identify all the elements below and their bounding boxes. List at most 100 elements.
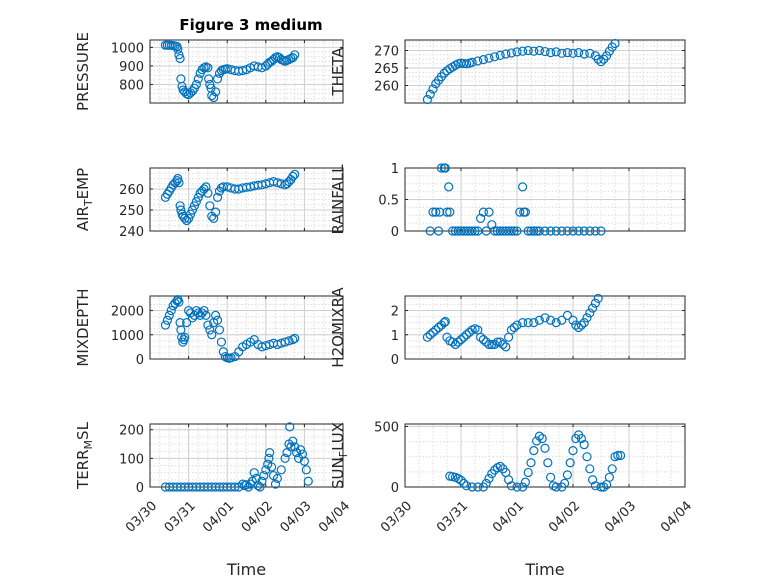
data-point [551, 482, 561, 492]
data-point [490, 52, 500, 62]
data-point [509, 226, 519, 236]
data-point [576, 433, 587, 444]
x-axis-label: Time [226, 560, 266, 579]
data-point [299, 456, 309, 466]
data-point [453, 337, 463, 347]
data-point [478, 335, 488, 345]
data-point [201, 182, 211, 192]
data-point [459, 332, 469, 342]
y-tick-label: 0 [136, 481, 144, 496]
y-tick-label: 1000 [111, 41, 144, 56]
data-point [440, 316, 450, 327]
data-point [568, 446, 578, 456]
data-point [203, 63, 213, 73]
y-axis-label-main: THETA [329, 47, 347, 97]
x-tick-label: 04/01 [490, 499, 527, 536]
data-point [288, 53, 298, 63]
data-point [540, 443, 550, 453]
data-point [579, 226, 589, 236]
data-point [428, 327, 438, 337]
data-point [596, 482, 606, 492]
axes-box [149, 39, 344, 104]
y-axis-label-subscript: T [82, 199, 95, 207]
data-point [593, 293, 603, 304]
data-point [272, 473, 282, 484]
y-axis-label-suffix: EMP [74, 168, 92, 199]
data-point [184, 213, 194, 223]
data-point [211, 87, 221, 97]
data-point [473, 56, 483, 66]
y-tick-label: 260 [374, 80, 399, 95]
data-point [534, 226, 545, 236]
data-point [537, 433, 547, 444]
y-axis-label-main: SUN [329, 457, 347, 489]
data-point [445, 207, 455, 217]
data-point [191, 197, 201, 207]
data-point [596, 226, 606, 236]
data-point [290, 333, 300, 344]
data-point [498, 339, 508, 350]
data-point [431, 207, 441, 217]
data-point [529, 46, 539, 56]
data-point [428, 84, 438, 94]
y-axis-label-subscript: M [82, 440, 95, 450]
data-point [276, 465, 286, 475]
data-point [512, 482, 522, 492]
y-axis-label-main: TERR [74, 449, 92, 490]
data-point [484, 207, 494, 217]
y-axis-label: SUNFLUX [329, 422, 350, 489]
x-axis-label: Time [524, 560, 564, 579]
data-point [506, 48, 516, 58]
data-point [439, 68, 449, 78]
x-tick-label: 04/03 [602, 499, 639, 536]
data-point [249, 468, 259, 478]
data-point [203, 188, 213, 198]
data-point [568, 48, 578, 58]
data-point [557, 315, 567, 325]
y-tick-label: 0 [391, 225, 399, 240]
data-point [453, 473, 463, 484]
data-point [177, 81, 187, 91]
data-point [456, 335, 466, 345]
data-point [193, 74, 203, 84]
data-point [590, 298, 601, 308]
data-point [476, 332, 486, 342]
data-point [459, 478, 469, 488]
data-point [517, 46, 528, 56]
data-point [559, 478, 570, 488]
data-point [585, 226, 595, 236]
data-point [520, 207, 531, 217]
data-point [425, 89, 435, 99]
data-point [174, 50, 184, 60]
data-point [534, 315, 545, 325]
y-axis-label-main: AIR [74, 206, 92, 231]
data-point [599, 482, 609, 492]
data-point [467, 482, 477, 492]
data-point [596, 57, 606, 67]
data-point [526, 458, 536, 468]
subplot-sun: 0 500 03/30 03/31 04/01 04/02 04/03 04/04 SUNFLU… [329, 420, 695, 579]
data-point [209, 92, 219, 103]
data-point [517, 318, 528, 328]
data-point [207, 330, 217, 340]
data-point [176, 325, 186, 335]
subplot-terr: 0 100 200 03/30 03/31 04/01 04/02 04/03 04/04 TER… [74, 421, 353, 579]
x-tick-label: 04/02 [239, 499, 276, 536]
data-point [284, 336, 294, 346]
data-point [506, 481, 516, 491]
data-point [582, 452, 592, 462]
data-point [442, 207, 452, 217]
data-point [431, 325, 441, 335]
data-point [216, 183, 227, 193]
data-point [545, 47, 556, 58]
data-point [172, 296, 182, 306]
data-point [212, 74, 223, 84]
data-point [495, 461, 505, 472]
data-point [551, 47, 561, 57]
data-point [160, 320, 171, 330]
data-point [264, 453, 274, 463]
data-point [571, 320, 581, 330]
data-point [551, 318, 561, 328]
data-point [517, 182, 528, 192]
subplot-mixdepth: 0 1000 2000 MIXDEPTH [74, 288, 344, 368]
